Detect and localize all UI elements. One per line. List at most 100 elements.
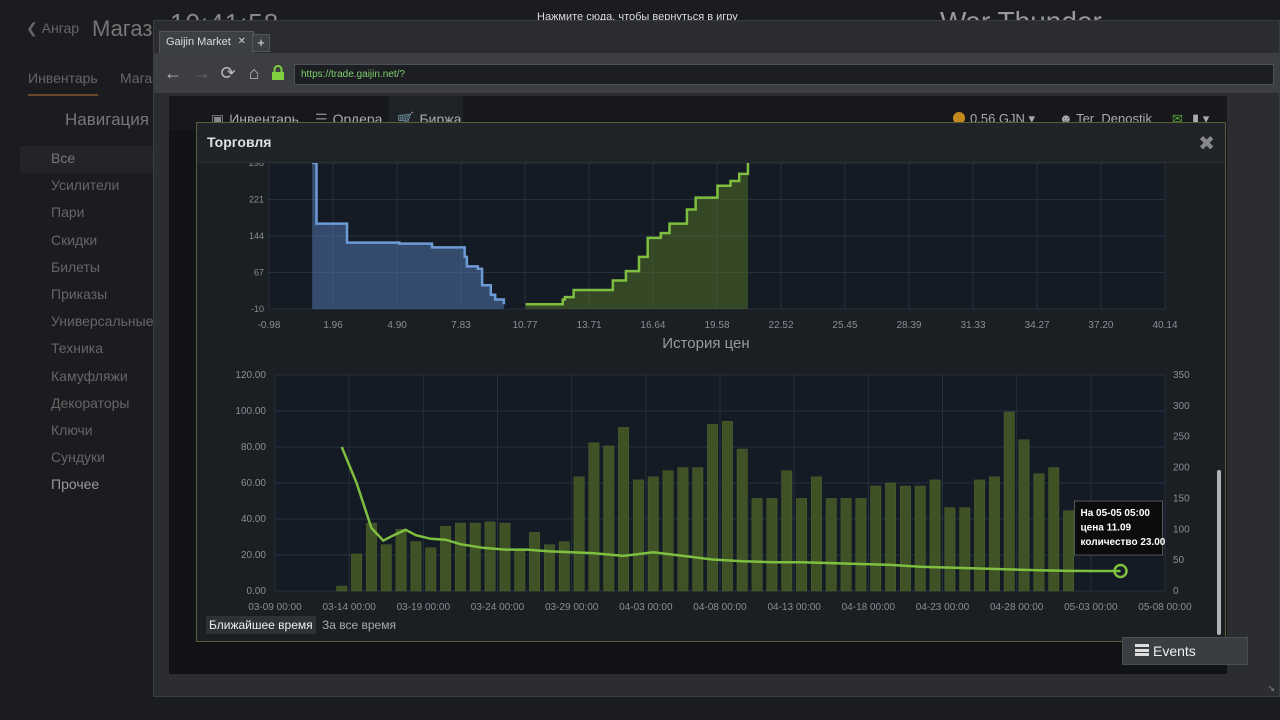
volume-bar — [914, 485, 926, 592]
browser-tab[interactable]: Gaijin Market ✕ — [159, 31, 254, 53]
volume-bar — [380, 544, 392, 592]
history-x-tick: 05-08 00:00 — [1138, 602, 1192, 610]
nav-item-decorators[interactable]: Декораторы — [51, 394, 130, 411]
nav-item-bets[interactable]: Пари — [51, 204, 85, 221]
history-y-right-tick: 350 — [1173, 370, 1190, 381]
volume-bar — [707, 424, 719, 592]
history-x-tick: 04-08 00:00 — [693, 602, 747, 610]
browser-tabbar: Gaijin Market ✕ + — [154, 21, 1279, 53]
reload-icon[interactable]: ⟳ — [220, 63, 236, 83]
history-x-tick: 03-09 00:00 — [248, 602, 302, 610]
volume-bar — [855, 498, 867, 592]
history-x-tick: 03-14 00:00 — [322, 602, 376, 610]
volume-bar — [840, 498, 852, 592]
nav-item-boosters[interactable]: Усилители — [51, 177, 120, 194]
volume-bar — [1048, 467, 1060, 592]
modal-header: Торговля ✖ — [197, 123, 1225, 163]
depth-x-tick: 19.58 — [704, 320, 729, 331]
history-y-right-tick: 0 — [1173, 586, 1179, 597]
volume-bar — [899, 485, 911, 592]
resize-grip-icon[interactable]: ↘ — [1267, 683, 1275, 693]
depth-x-tick: 1.96 — [323, 320, 343, 331]
history-y-left-tick: 100.00 — [235, 406, 266, 417]
volume-bar — [440, 525, 452, 592]
volume-bar — [781, 470, 793, 592]
volume-bar — [944, 507, 956, 592]
trading-modal: Торговля ✖ -0.98 1.96 4.90 7.83 10.77 13.71 16… — [196, 122, 1226, 642]
volume-bar — [529, 532, 541, 592]
volume-bar — [632, 479, 644, 592]
events-label: Events — [1153, 643, 1196, 659]
category-nav: Все Усилители Пари Скидки Билеты Приказы… — [20, 146, 154, 499]
volume-bar — [825, 498, 837, 592]
new-tab-button[interactable]: + — [252, 34, 270, 52]
history-y-left-tick: 60.00 — [241, 478, 266, 489]
nav-item-chests[interactable]: Сундуки — [51, 449, 105, 466]
volume-bar — [959, 507, 971, 592]
history-title: История цен — [662, 335, 750, 352]
volume-bar — [766, 498, 778, 592]
forward-arrow-icon[interactable]: → — [193, 63, 211, 83]
volume-bar — [988, 476, 1000, 592]
home-icon[interactable]: ⌂ — [248, 63, 260, 83]
volume-bar — [885, 482, 897, 592]
nav-item-vehicles[interactable]: Техника — [51, 340, 104, 357]
history-y-right-tick: 250 — [1173, 432, 1190, 443]
range-near-button[interactable]: Ближайшее время — [206, 616, 316, 634]
nav-item-tickets[interactable]: Билеты — [51, 258, 100, 275]
volume-bar — [365, 522, 377, 592]
buy-depth-line — [312, 163, 506, 305]
history-tooltip — [1074, 500, 1163, 556]
volume-bar — [974, 479, 986, 592]
buy-depth-area — [312, 163, 504, 309]
nav-item-other[interactable]: Прочее — [51, 476, 100, 493]
back-label: Ангар — [41, 20, 80, 36]
depth-x-tick: -0.98 — [258, 320, 281, 331]
address-bar[interactable]: https://trade.gaijin.net/? — [294, 64, 1274, 85]
tab-inventory[interactable]: Инвентарь — [28, 70, 98, 96]
tab-close-icon[interactable]: ✕ — [237, 36, 246, 47]
depth-x-tick: 31.33 — [961, 320, 986, 331]
tooltip-line2: цена 11.09 — [1081, 523, 1132, 534]
nav-item-universal[interactable]: Универсальные — [51, 313, 154, 330]
volume-bar — [1018, 439, 1030, 592]
depth-x-tick: 16.64 — [640, 320, 665, 331]
sell-depth-area — [525, 163, 748, 309]
nav-item-orders[interactable]: Приказы — [51, 285, 108, 302]
sell-depth-line — [525, 163, 750, 306]
history-x-tick: 03-29 00:00 — [545, 602, 599, 610]
history-y-left-tick: 20.00 — [241, 550, 266, 561]
depth-x-tick: 28.39 — [896, 320, 921, 331]
volume-bar — [677, 467, 689, 592]
volume-bar — [618, 427, 630, 592]
modal-close-icon[interactable]: ✖ — [1198, 133, 1215, 155]
mail-icon[interactable]: ✉ — [1172, 111, 1183, 126]
volume-bar — [454, 522, 466, 592]
depth-x-tick: 10.77 — [513, 320, 538, 331]
modal-title: Торговля — [207, 134, 272, 150]
back-to-hangar-link[interactable]: ❮ Ангар — [26, 20, 80, 36]
history-x-tick: 03-19 00:00 — [397, 602, 451, 610]
tooltip-line3: количество 23.00 — [1081, 537, 1166, 548]
nav-item-all[interactable]: Все — [20, 146, 154, 174]
history-x-tick: 04-03 00:00 — [619, 602, 673, 610]
history-y-left-tick: 0.00 — [247, 586, 267, 597]
history-x-tick: 04-28 00:00 — [990, 602, 1044, 610]
volume-bar — [514, 548, 526, 592]
history-x-tick: 04-13 00:00 — [767, 602, 821, 610]
back-arrow-icon[interactable]: ← — [164, 63, 182, 83]
nav-item-discounts[interactable]: Скидки — [51, 231, 98, 248]
history-y-right-tick: 50 — [1173, 555, 1185, 566]
volume-bar — [588, 442, 600, 592]
depth-x-tick: 37.20 — [1088, 320, 1113, 331]
volume-bar — [484, 521, 496, 592]
history-x-tick: 05-03 00:00 — [1064, 602, 1118, 610]
events-button[interactable]: Events — [1122, 637, 1248, 665]
volume-bar — [1003, 411, 1015, 592]
range-all-button[interactable]: За все время — [322, 618, 396, 632]
depth-y-tick: 298 — [249, 163, 264, 168]
nav-item-keys[interactable]: Ключи — [51, 421, 93, 438]
depth-y-tick: 221 — [249, 195, 264, 205]
nav-item-camouflages[interactable]: Камуфляжи — [51, 367, 128, 384]
modal-scrollbar[interactable] — [1217, 470, 1221, 635]
